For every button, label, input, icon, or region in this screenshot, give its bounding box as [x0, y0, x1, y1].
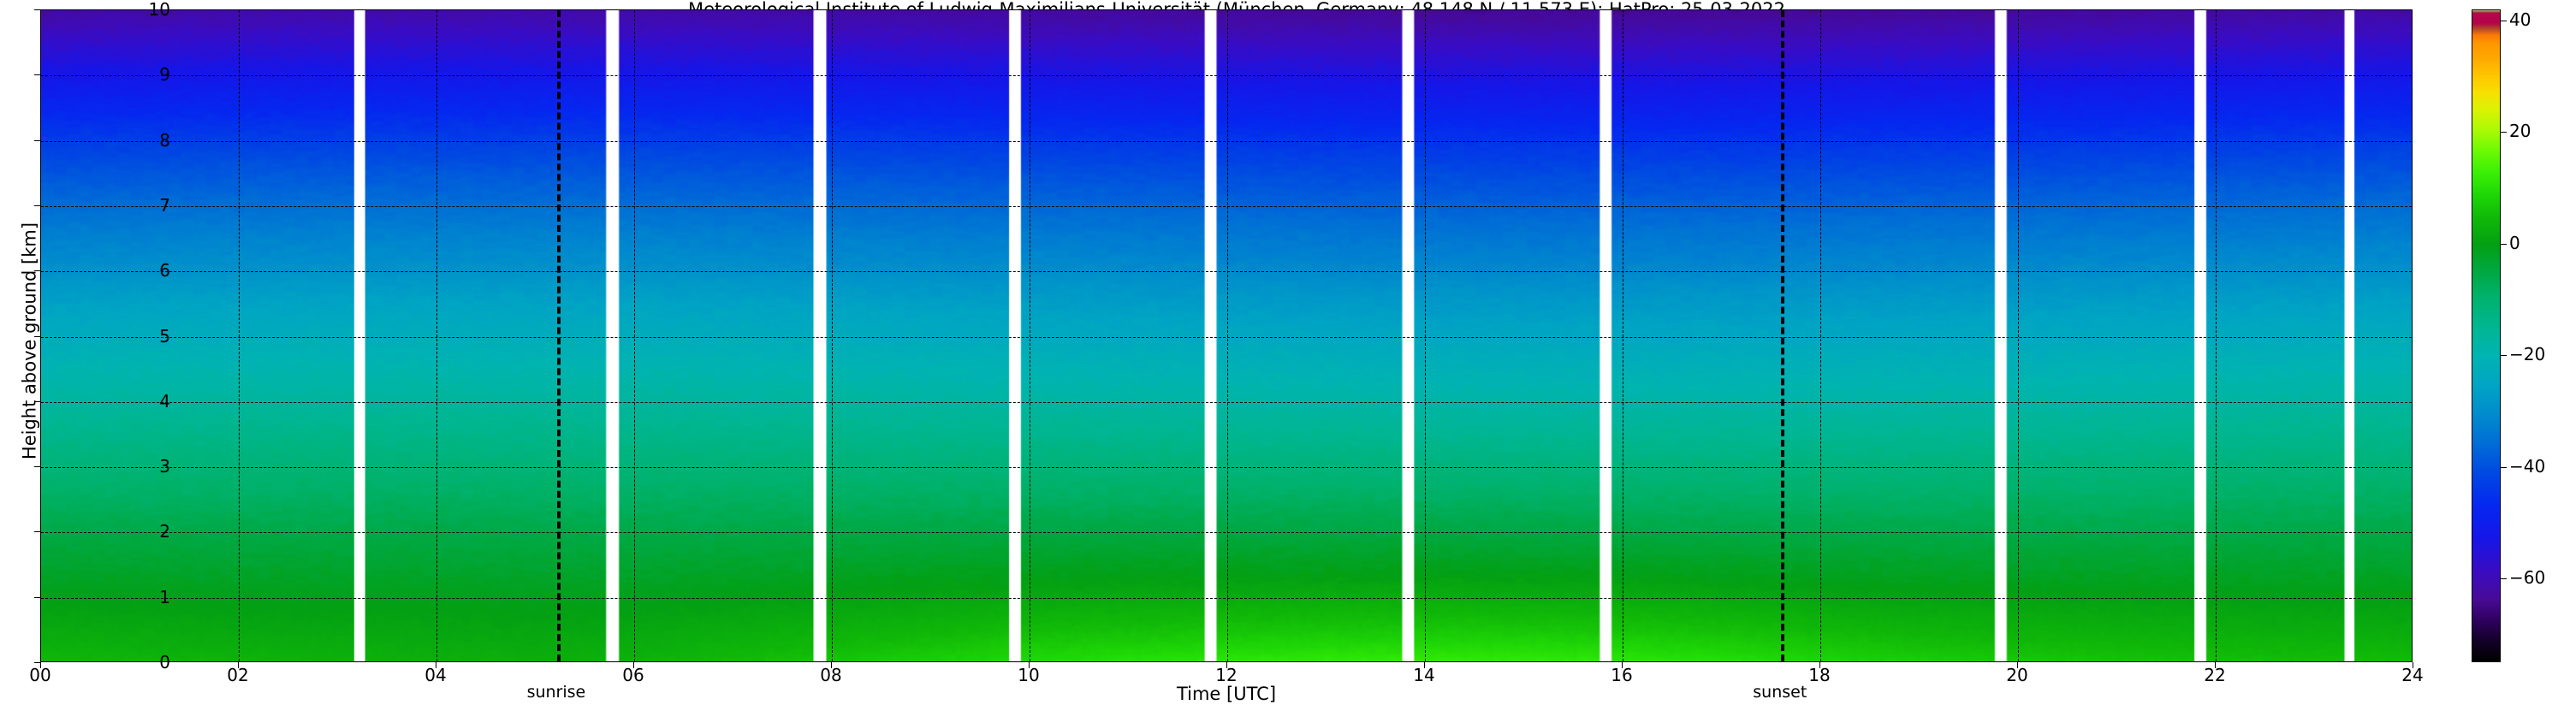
y-tick-label: 9: [159, 64, 170, 86]
heatmap-plot-area: [40, 9, 2413, 662]
y-tick-mark: [34, 139, 40, 141]
x-tick-mark: [2215, 662, 2216, 668]
x-tick-mark: [1226, 662, 1227, 668]
colorbar-tick-mark: [2501, 243, 2507, 245]
x-tick-label: 18: [1808, 665, 1831, 685]
x-tick-label: 12: [1215, 665, 1238, 685]
x-tick-label: 08: [820, 665, 842, 685]
y-tick-label: 5: [159, 325, 170, 347]
x-tick-mark: [633, 662, 634, 668]
colorbar-tick-mark: [2501, 355, 2507, 357]
colorbar: [2472, 9, 2501, 662]
x-tick-label: 20: [2006, 665, 2028, 685]
x-tick-mark: [1029, 662, 1030, 668]
x-tick-mark: [238, 662, 239, 668]
sun-event-label-sunrise: sunrise: [526, 683, 586, 702]
y-axis-title: Height above ground [km]: [19, 222, 40, 460]
x-tick-mark: [1424, 662, 1425, 668]
x-tick-mark: [1622, 662, 1623, 668]
temperature-heatmap: [41, 10, 2412, 661]
x-tick-label: 16: [1611, 665, 1633, 685]
y-tick-mark: [34, 596, 40, 598]
colorbar-tick-label: 40: [2509, 9, 2531, 31]
x-tick-label: 24: [2401, 665, 2424, 685]
colorbar-tick-label: −20: [2509, 344, 2546, 365]
colorbar-gradient: [2472, 10, 2500, 661]
x-tick-label: 22: [2204, 665, 2226, 685]
y-tick-label: 6: [159, 260, 170, 281]
y-tick-label: 7: [159, 194, 170, 216]
y-tick-label: 4: [159, 390, 170, 412]
x-tick-mark: [2017, 662, 2018, 668]
y-tick-mark: [34, 466, 40, 468]
y-tick-mark: [34, 662, 40, 663]
y-tick-label: 1: [159, 586, 170, 607]
colorbar-tick-mark: [2501, 466, 2507, 468]
colorbar-tick-mark: [2501, 578, 2507, 580]
colorbar-tick-label: −40: [2509, 455, 2546, 477]
y-tick-mark: [34, 74, 40, 76]
y-tick-mark: [34, 335, 40, 337]
x-tick-label: 14: [1413, 665, 1435, 685]
y-tick-mark: [34, 531, 40, 533]
x-tick-label: 02: [227, 665, 249, 685]
y-tick-mark: [34, 9, 40, 10]
colorbar-tick-label: −60: [2509, 567, 2546, 589]
y-tick-mark: [34, 270, 40, 272]
x-tick-mark: [831, 662, 832, 668]
x-tick-label: 00: [29, 665, 51, 685]
x-axis-title: Time [UTC]: [1176, 684, 1277, 704]
x-tick-label: 06: [622, 665, 644, 685]
sun-event-label-sunset: sunset: [1753, 683, 1807, 702]
colorbar-tick-mark: [2501, 132, 2507, 133]
y-tick-label: 8: [159, 129, 170, 151]
y-tick-mark: [34, 400, 40, 402]
y-tick-label: 3: [159, 456, 170, 477]
y-tick-label: 2: [159, 521, 170, 542]
x-tick-label: 04: [424, 665, 447, 685]
colorbar-tick-label: 20: [2509, 121, 2531, 142]
heatmap-canvas: [41, 10, 2412, 661]
y-tick-label: 10: [148, 0, 170, 20]
x-tick-mark: [1819, 662, 1820, 668]
y-tick-mark: [34, 204, 40, 206]
y-tick-label: 0: [159, 652, 170, 672]
colorbar-tick-label: 0: [2509, 232, 2520, 253]
x-tick-mark: [40, 662, 41, 668]
x-tick-label: 10: [1018, 665, 1040, 685]
